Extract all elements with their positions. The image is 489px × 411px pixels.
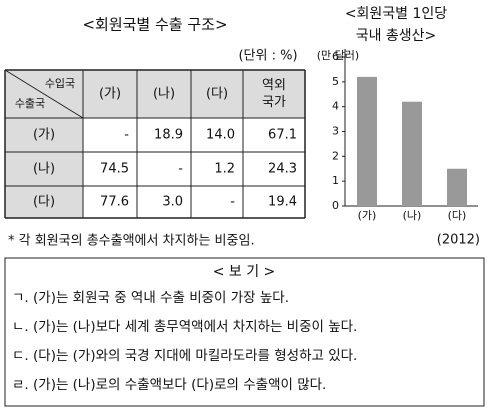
header-bg bbox=[5, 70, 305, 118]
cell: - bbox=[178, 162, 183, 177]
column-header: 국가 bbox=[262, 95, 286, 110]
row-header: (나) bbox=[33, 162, 55, 177]
x-tick-label: (다) bbox=[448, 209, 467, 222]
statement: ㄷ. (다)는 (가)와의 국경 지대에 마킬라도라를 형성하고 있다. bbox=[12, 348, 357, 364]
footnote: * 각 회원국의 총수출액에서 차지하는 비중임. bbox=[8, 234, 255, 249]
y-tick-label: 6 bbox=[332, 50, 339, 63]
cell: - bbox=[124, 128, 129, 143]
column-header: (나) bbox=[153, 87, 175, 102]
cell: 77.6 bbox=[100, 195, 129, 210]
box-frame bbox=[4, 257, 485, 407]
row-header-bg bbox=[5, 118, 83, 218]
cell: 67.1 bbox=[268, 128, 297, 143]
table-title: <회원국별 수출 구조> bbox=[82, 16, 227, 34]
diagonal bbox=[4, 69, 84, 119]
cell: 1.2 bbox=[214, 162, 235, 177]
y-tick-label: 4 bbox=[332, 100, 339, 113]
y-tick-label: 0 bbox=[332, 199, 339, 212]
row-header: (다) bbox=[33, 195, 55, 210]
y-tick-label: 5 bbox=[332, 75, 339, 88]
y-axis-label: (만 달러) bbox=[317, 49, 359, 62]
x-tick-label: (나) bbox=[403, 209, 422, 222]
cell: 19.4 bbox=[268, 195, 297, 210]
y-tick-label: 3 bbox=[332, 125, 339, 138]
column-header: 역외 bbox=[262, 78, 286, 93]
chart-title: 국내 총생산> bbox=[356, 28, 437, 44]
annotation: (2012) bbox=[437, 233, 480, 248]
box-title-bg bbox=[190, 264, 298, 280]
cell: - bbox=[230, 195, 235, 210]
column-header: (다) bbox=[206, 87, 228, 102]
cell: 24.3 bbox=[268, 162, 297, 177]
box-title: < 보 기 > bbox=[213, 264, 276, 280]
corner-top: 수입국 bbox=[45, 77, 75, 90]
statement: ㄹ. (가)는 (나)로의 수출액보다 (다)로의 수출액이 많다. bbox=[12, 377, 326, 393]
statement: ㄴ. (가)는 (나)보다 세계 총무역액에서 차지하는 비중이 높다. bbox=[12, 319, 357, 335]
cell: 14.0 bbox=[206, 128, 235, 143]
bar bbox=[357, 76, 377, 206]
corner-bottom: 수출국 bbox=[15, 97, 45, 110]
x-tick-label: (가) bbox=[358, 209, 377, 222]
statement: ㄱ. (가)는 회원국 중 역내 수출 비중이 가장 높다. bbox=[12, 290, 289, 306]
cell: 3.0 bbox=[162, 195, 183, 210]
unit: (단위 : %) bbox=[238, 49, 297, 64]
y-tick-label: 1 bbox=[332, 174, 339, 187]
cell: 74.5 bbox=[100, 162, 129, 177]
cell: 18.9 bbox=[154, 128, 183, 143]
chart-title: <회원국별 1인당 bbox=[345, 6, 447, 22]
column-header: (가) bbox=[99, 87, 121, 102]
bar bbox=[402, 101, 422, 206]
bar bbox=[447, 168, 467, 206]
row-header: (가) bbox=[33, 128, 55, 143]
y-tick-label: 2 bbox=[332, 149, 339, 162]
